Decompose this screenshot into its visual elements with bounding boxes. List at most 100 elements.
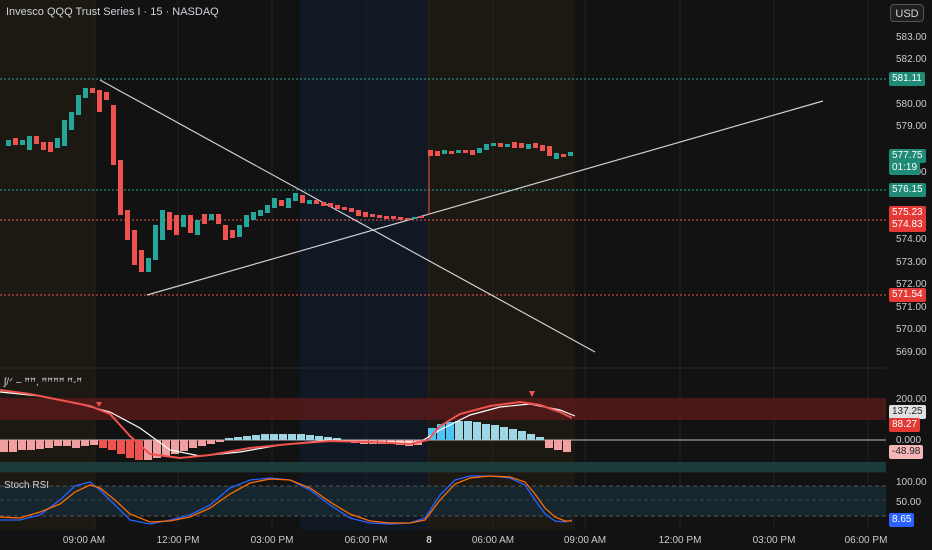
candle (568, 152, 573, 156)
price-tick: 572.00 (896, 279, 927, 290)
candle (377, 215, 382, 218)
time-tick: 03:00 PM (250, 535, 294, 546)
macd-tick: 0.000 (896, 435, 922, 446)
macd-tag-signal: 137.25 (889, 405, 926, 419)
candle (498, 143, 503, 147)
candle (477, 148, 482, 153)
candle (27, 136, 32, 150)
candle (293, 193, 298, 201)
candle (547, 146, 552, 156)
candle (97, 90, 102, 112)
candle (456, 150, 461, 153)
time-tick: 06:00 PM (344, 535, 388, 546)
candle (202, 214, 207, 224)
candle (13, 138, 18, 145)
candle (62, 120, 67, 146)
candle (314, 200, 319, 204)
macd-upper-band (0, 398, 886, 420)
candle (356, 210, 361, 216)
candle (20, 140, 25, 145)
candle (111, 105, 116, 165)
candle (55, 138, 60, 148)
candle (428, 150, 433, 156)
rsi-tag: 8.65 (889, 513, 915, 527)
price-tick: 579.00 (896, 121, 927, 132)
stoch-d-line (0, 475, 572, 524)
candle (41, 142, 46, 150)
candle (160, 210, 165, 240)
candle (132, 230, 137, 265)
candle (153, 225, 158, 260)
price-tick: 571.00 (896, 302, 927, 313)
candle (286, 198, 291, 208)
candle (307, 200, 312, 204)
price-tick: 583.00 (896, 32, 927, 43)
candle (370, 214, 375, 217)
candle (540, 145, 545, 151)
candle (398, 217, 403, 220)
candle (419, 216, 424, 218)
candles (6, 88, 573, 272)
candle (449, 151, 454, 154)
candle (188, 215, 193, 233)
time-tick: 06:00 PM (844, 535, 888, 546)
rsi-band (0, 462, 886, 472)
candle (167, 212, 172, 230)
price-axis[interactable]: 583.00 582.00 580.00 579.00 576.00 574.0… (886, 0, 932, 550)
afterhours-band (300, 0, 427, 530)
candle (272, 198, 277, 208)
candle (363, 212, 368, 217)
time-tick: 03:00 PM (752, 535, 796, 546)
candle (328, 203, 333, 207)
candle (435, 151, 440, 156)
candle (90, 88, 95, 93)
candle (554, 153, 559, 159)
candle (342, 207, 347, 210)
time-tick: 06:00 AM (471, 535, 515, 546)
candle (34, 136, 39, 144)
candle (104, 92, 109, 100)
macd-label[interactable]: ʃ/ᐟ – ꟸꟸ, ꟸꟸꟸꟸ ꟸ-ꟸ (4, 377, 83, 388)
price-tick: 580.00 (896, 99, 927, 110)
candle (279, 200, 284, 206)
price-tick: 573.00 (896, 257, 927, 268)
candle (258, 210, 263, 216)
candle (244, 215, 249, 227)
candle (391, 216, 396, 219)
macd-marker (529, 391, 535, 397)
future-area (575, 0, 886, 530)
price-tick: 582.00 (896, 54, 927, 65)
candle (300, 195, 305, 203)
candle (384, 216, 389, 219)
currency-button[interactable]: USD (890, 4, 924, 22)
candle (561, 154, 566, 157)
macd-tick: 200.00 (896, 394, 927, 405)
time-tick-day: 8 (426, 535, 432, 546)
time-tick: 09:00 AM (563, 535, 607, 546)
countdown-tag: 01:19 (889, 161, 921, 175)
macd-marker (96, 402, 102, 407)
rsi-zone (0, 486, 886, 516)
candle (512, 142, 517, 148)
uptrend-line (146, 100, 824, 296)
price-tag-last: 577.75 (889, 149, 926, 163)
price-tick: 574.00 (896, 234, 927, 245)
macd-tag-hist: -48.98 (889, 445, 924, 459)
price-tag-581: 581.11 (889, 72, 925, 86)
price-tag-571: 571.54 (889, 288, 926, 302)
candle (470, 150, 475, 155)
price-tag-575: 575.23 (889, 206, 926, 220)
candle (412, 217, 417, 219)
candle (69, 112, 74, 130)
candle (223, 225, 228, 240)
rsi-label[interactable]: Stoch RSI (4, 480, 50, 491)
candle (6, 140, 11, 146)
price-tag-576: 576.15 (889, 183, 926, 197)
candle (463, 150, 468, 153)
candle (484, 144, 489, 150)
candle (48, 142, 53, 152)
time-tick: 12:00 PM (156, 535, 200, 546)
macd-line (0, 389, 573, 460)
